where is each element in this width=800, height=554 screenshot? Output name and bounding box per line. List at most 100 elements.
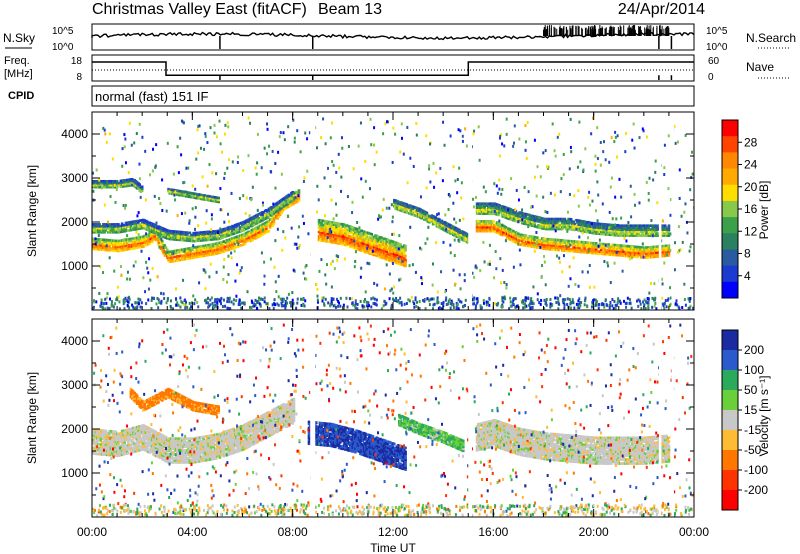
range-time-cell xyxy=(133,246,136,250)
noise-cell xyxy=(493,209,496,213)
range-time-cell xyxy=(222,240,226,243)
range-time-cell xyxy=(148,232,152,235)
range-time-cell xyxy=(650,228,653,231)
noise-cell xyxy=(541,264,544,268)
range-time-cell xyxy=(162,247,165,251)
range-time-cell xyxy=(267,220,271,223)
noise-cell xyxy=(138,162,141,166)
range-time-cell xyxy=(499,225,503,228)
range-time-cell xyxy=(522,214,525,217)
noise-cell xyxy=(390,203,393,207)
noise-cell xyxy=(665,253,668,257)
range-time-cell xyxy=(415,210,419,214)
range-time-cell xyxy=(520,211,524,215)
noise-cell xyxy=(274,161,277,165)
range-time-cell xyxy=(188,237,192,241)
noise-cell xyxy=(95,168,98,172)
range-time-cell xyxy=(372,239,376,243)
range-time-cell xyxy=(197,197,200,200)
noise-cell xyxy=(194,227,197,231)
range-time-cell xyxy=(261,233,264,236)
noise-cell xyxy=(282,230,285,234)
range-time-cell xyxy=(607,243,611,246)
range-time-cell xyxy=(576,244,579,248)
noise-cell xyxy=(114,200,117,204)
range-time-cell xyxy=(207,249,210,253)
noise-cell xyxy=(643,248,646,252)
noise-cell xyxy=(683,282,686,286)
range-time-cell xyxy=(513,238,516,242)
range-time-cell xyxy=(512,209,515,212)
range-time-cell xyxy=(612,223,616,227)
range-time-cell xyxy=(653,247,657,251)
range-time-cell xyxy=(119,243,123,246)
nsky-right-tick-top: 10^5 xyxy=(706,26,728,37)
noise-cell xyxy=(346,195,349,199)
range-time-cell xyxy=(105,242,109,246)
range-time-cell xyxy=(178,238,182,242)
noise-cell xyxy=(608,210,611,214)
nsky-panel: N.Sky 10^5 10^0 10^5 10^0 N.Search xyxy=(3,23,796,53)
noise-cell xyxy=(645,180,648,184)
range-time-cell xyxy=(130,226,134,230)
noise-cell xyxy=(340,189,343,193)
noise-cell xyxy=(391,232,394,236)
noise-cell xyxy=(94,237,97,241)
range-time-cell xyxy=(379,251,382,255)
noise-cell xyxy=(346,231,349,235)
noise-cell xyxy=(533,249,536,253)
noise-cell xyxy=(351,200,354,204)
range-time-cell xyxy=(385,244,389,247)
noise-cell xyxy=(249,121,252,125)
noise-cell xyxy=(293,140,296,144)
range-time-cell xyxy=(266,216,269,219)
noise-cell xyxy=(278,135,281,139)
noise-cell xyxy=(505,286,508,290)
range-time-cell xyxy=(405,203,409,206)
range-time-cell xyxy=(588,229,592,232)
range-time-cell xyxy=(517,212,520,216)
range-time-cell xyxy=(196,231,199,235)
noise-cell xyxy=(161,178,164,182)
range-time-cell xyxy=(234,227,238,231)
range-time-cell xyxy=(621,248,624,251)
range-time-cell xyxy=(349,241,352,244)
noise-cell xyxy=(197,124,200,128)
range-time-cell xyxy=(196,194,199,198)
noise-cell xyxy=(329,262,332,266)
noise-cell xyxy=(340,175,343,179)
range-time-cell xyxy=(272,222,276,226)
range-time-cell xyxy=(665,244,668,248)
range-time-cell xyxy=(518,217,522,220)
range-time-cell xyxy=(475,223,479,227)
noise-cell xyxy=(539,245,542,249)
noise-cell xyxy=(291,291,294,295)
noise-cell xyxy=(401,259,404,263)
range-time-cell xyxy=(221,236,224,239)
range-time-cell xyxy=(581,250,584,254)
range-time-cell xyxy=(567,245,570,249)
range-time-cell xyxy=(123,179,126,182)
range-time-cell xyxy=(169,237,173,241)
noise-cell xyxy=(111,157,114,161)
range-time-cell xyxy=(410,212,414,216)
range-time-cell xyxy=(377,241,381,245)
noise-cell xyxy=(488,262,491,266)
range-time-cell xyxy=(399,243,402,246)
range-time-cell xyxy=(219,232,223,236)
range-time-cell xyxy=(98,242,101,245)
noise-cell xyxy=(661,219,664,223)
noise-cell xyxy=(638,136,641,140)
range-time-cell xyxy=(257,216,261,220)
noise-cell xyxy=(298,243,301,247)
freq-left-tick-bottom: 8 xyxy=(76,72,82,83)
range-time-cell xyxy=(640,246,643,249)
noise-cell xyxy=(436,213,439,217)
range-time-cell xyxy=(280,211,283,215)
noise-cell xyxy=(248,214,251,218)
range-time-cell xyxy=(440,219,444,223)
range-time-cell xyxy=(335,225,338,229)
noise-cell xyxy=(558,256,561,260)
range-time-cell xyxy=(552,248,555,251)
range-time-cell xyxy=(114,245,118,249)
